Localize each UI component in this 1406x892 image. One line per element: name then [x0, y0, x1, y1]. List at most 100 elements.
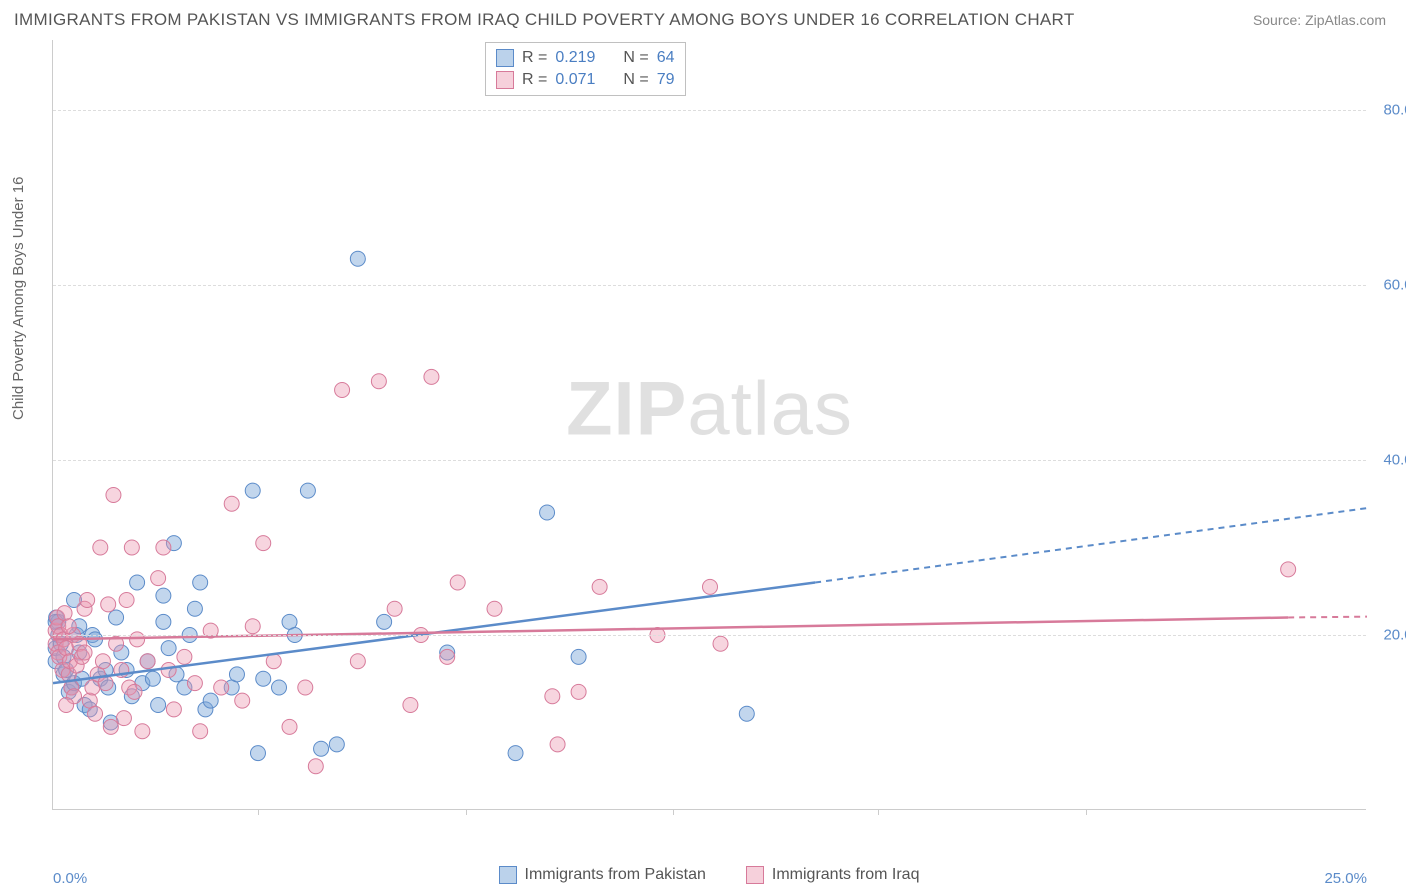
data-point-iraq: [266, 654, 281, 669]
chart-plot-area: ZIPatlas R = 0.219 N = 64 R = 0.071 N = …: [52, 40, 1366, 810]
y-tick-label: 20.0%: [1383, 627, 1406, 644]
data-point-iraq: [88, 706, 103, 721]
swatch-blue-icon: [496, 49, 514, 67]
grid-line: [53, 635, 1366, 636]
data-point-iraq: [135, 724, 150, 739]
data-point-iraq: [166, 702, 181, 717]
data-point-iraq: [101, 597, 116, 612]
data-point-pakistan: [245, 483, 260, 498]
x-tick: [258, 809, 259, 815]
data-point-iraq: [77, 645, 92, 660]
data-point-pakistan: [300, 483, 315, 498]
legend-item-pakistan: Immigrants from Pakistan: [499, 866, 706, 884]
grid-line: [53, 285, 1366, 286]
data-point-iraq: [592, 579, 607, 594]
swatch-pink-icon: [746, 866, 764, 884]
data-point-iraq: [371, 374, 386, 389]
data-point-pakistan: [250, 746, 265, 761]
data-point-iraq: [106, 488, 121, 503]
data-point-iraq: [282, 719, 297, 734]
data-point-pakistan: [145, 671, 160, 686]
data-point-iraq: [256, 536, 271, 551]
data-point-iraq: [124, 540, 139, 555]
y-tick-label: 60.0%: [1383, 277, 1406, 294]
data-point-iraq: [571, 684, 586, 699]
data-point-iraq: [298, 680, 313, 695]
data-point-pakistan: [377, 614, 392, 629]
data-point-iraq: [387, 601, 402, 616]
data-point-iraq: [61, 619, 76, 634]
r-label: R =: [522, 71, 547, 89]
chart-title: IMMIGRANTS FROM PAKISTAN VS IMMIGRANTS F…: [14, 10, 1075, 30]
data-point-pakistan: [329, 737, 344, 752]
x-tick: [673, 809, 674, 815]
data-point-iraq: [193, 724, 208, 739]
data-point-iraq: [161, 663, 176, 678]
data-point-iraq: [335, 383, 350, 398]
chart-header: IMMIGRANTS FROM PAKISTAN VS IMMIGRANTS F…: [0, 0, 1406, 34]
data-point-pakistan: [571, 649, 586, 664]
legend-label-iraq: Immigrants from Iraq: [772, 866, 920, 884]
y-tick-label: 80.0%: [1383, 102, 1406, 119]
data-point-iraq: [177, 649, 192, 664]
y-axis-label: Child Poverty Among Boys Under 16: [10, 177, 27, 420]
legend-row-pakistan: R = 0.219 N = 64: [496, 47, 675, 69]
data-point-iraq: [59, 698, 74, 713]
data-point-iraq: [103, 719, 118, 734]
data-point-iraq: [93, 540, 108, 555]
data-point-iraq: [487, 601, 502, 616]
data-point-pakistan: [161, 641, 176, 656]
data-point-iraq: [151, 571, 166, 586]
data-point-iraq: [80, 593, 95, 608]
data-point-iraq: [95, 654, 110, 669]
grid-line: [53, 110, 1366, 111]
data-point-pakistan: [508, 746, 523, 761]
data-point-iraq: [450, 575, 465, 590]
x-tick: [878, 809, 879, 815]
data-point-pakistan: [256, 671, 271, 686]
data-point-iraq: [550, 737, 565, 752]
n-label: N =: [623, 49, 648, 67]
r-label: R =: [522, 49, 547, 67]
n-label: N =: [623, 71, 648, 89]
data-point-iraq: [245, 619, 260, 634]
data-point-pakistan: [193, 575, 208, 590]
r-value-pakistan: 0.219: [555, 49, 595, 67]
swatch-blue-icon: [499, 866, 517, 884]
data-point-iraq: [703, 579, 718, 594]
scatter-plot-svg: [53, 40, 1366, 809]
data-point-pakistan: [203, 693, 218, 708]
data-point-pakistan: [156, 614, 171, 629]
data-point-iraq: [187, 676, 202, 691]
data-point-pakistan: [151, 698, 166, 713]
legend-item-iraq: Immigrants from Iraq: [746, 866, 920, 884]
data-point-iraq: [308, 759, 323, 774]
data-point-pakistan: [130, 575, 145, 590]
source-attribution: Source: ZipAtlas.com: [1253, 12, 1386, 28]
x-tick: [466, 809, 467, 815]
data-point-pakistan: [540, 505, 555, 520]
data-point-pakistan: [229, 667, 244, 682]
data-point-iraq: [1281, 562, 1296, 577]
correlation-legend: R = 0.219 N = 64 R = 0.071 N = 79: [485, 42, 686, 96]
data-point-iraq: [127, 684, 142, 699]
data-point-iraq: [214, 680, 229, 695]
data-point-iraq: [350, 654, 365, 669]
trend-line-iraq: [53, 618, 1288, 640]
series-legend: Immigrants from Pakistan Immigrants from…: [52, 866, 1366, 884]
data-point-iraq: [140, 654, 155, 669]
data-point-pakistan: [156, 588, 171, 603]
data-point-iraq: [235, 693, 250, 708]
data-point-pakistan: [187, 601, 202, 616]
data-point-iraq: [424, 369, 439, 384]
data-point-iraq: [545, 689, 560, 704]
data-point-pakistan: [314, 741, 329, 756]
data-point-iraq: [116, 711, 131, 726]
trend-line-extend-iraq: [1288, 617, 1367, 618]
data-point-iraq: [403, 698, 418, 713]
y-tick-label: 40.0%: [1383, 452, 1406, 469]
data-point-pakistan: [272, 680, 287, 695]
data-point-iraq: [119, 593, 134, 608]
data-point-pakistan: [739, 706, 754, 721]
data-point-pakistan: [350, 251, 365, 266]
